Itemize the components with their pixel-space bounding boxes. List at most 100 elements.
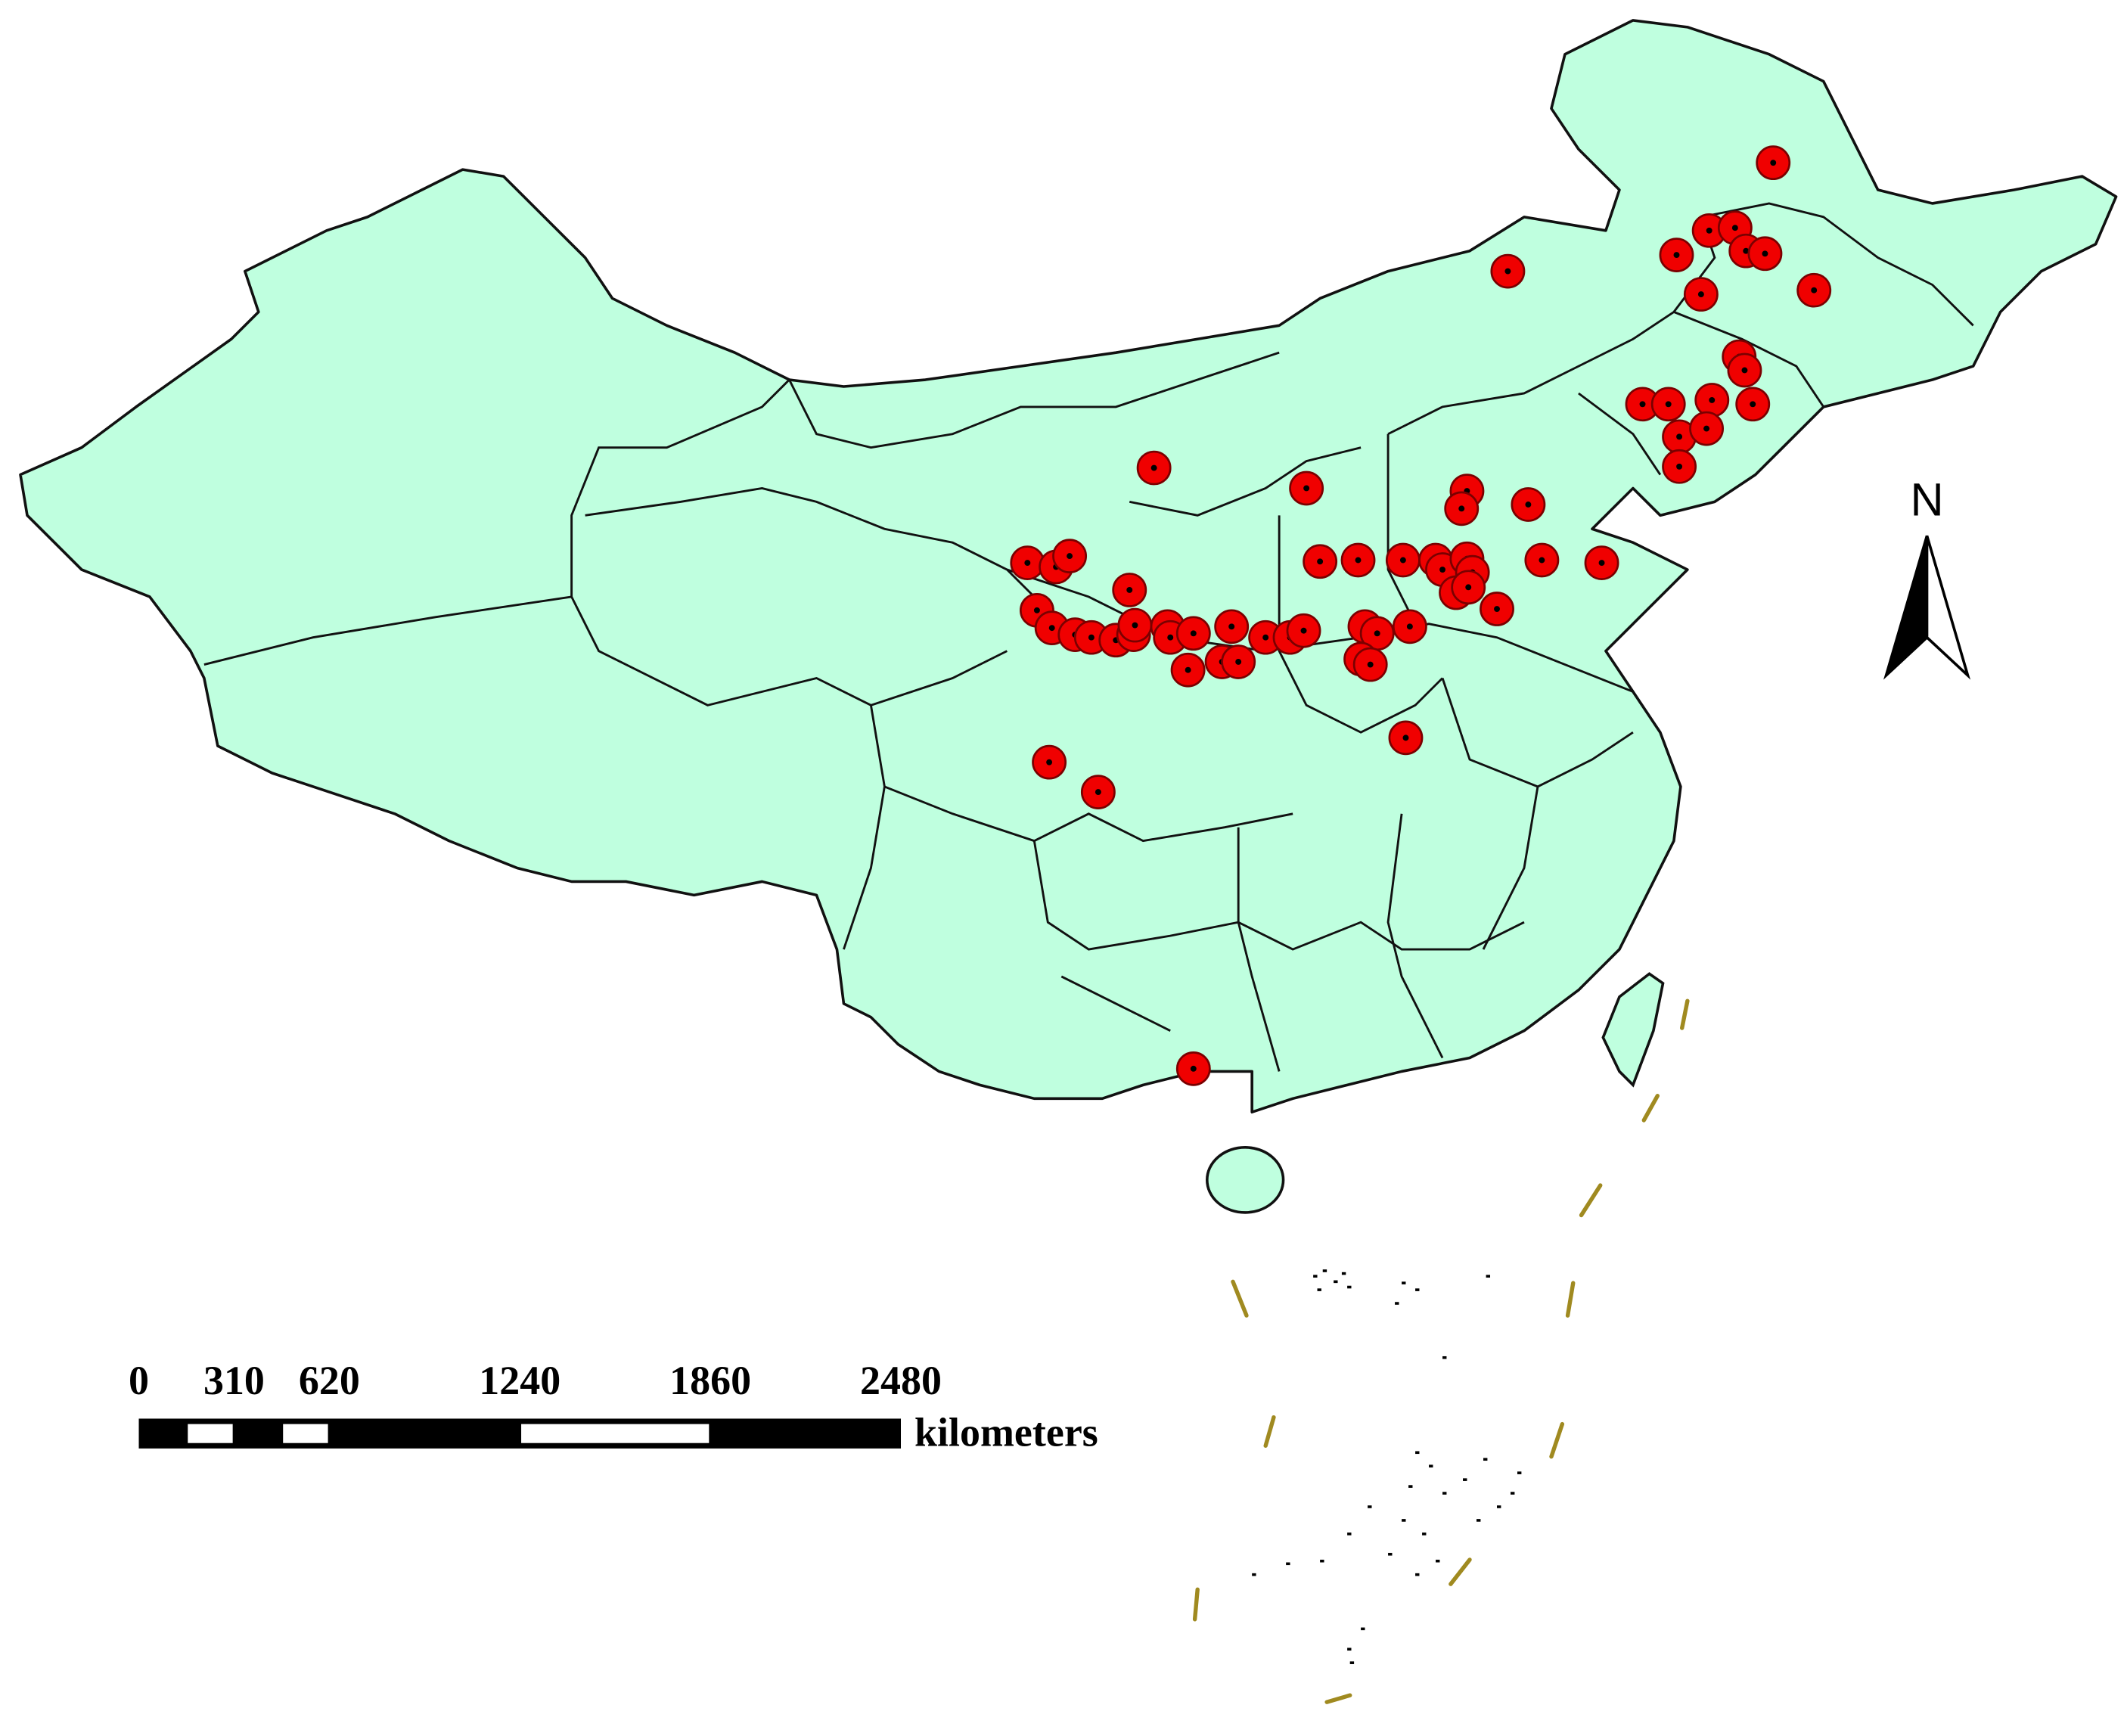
site-center xyxy=(1024,560,1031,567)
site-center xyxy=(1132,622,1138,629)
site-center xyxy=(1731,225,1738,231)
island xyxy=(1422,1533,1427,1536)
site-center xyxy=(1190,1065,1197,1072)
island xyxy=(1388,1552,1393,1556)
scale-bar: 0 310 620 1240 1860 2480 kilometers xyxy=(129,1358,1098,1455)
island xyxy=(1347,1285,1352,1289)
site-center xyxy=(1458,505,1465,512)
island xyxy=(1317,1288,1321,1291)
islands xyxy=(1252,1269,1522,1664)
site-center xyxy=(1743,247,1750,254)
site-center xyxy=(1262,634,1269,641)
island xyxy=(1442,1492,1447,1495)
island xyxy=(1429,1464,1433,1467)
hainan xyxy=(1206,1146,1285,1214)
island xyxy=(1402,1281,1406,1284)
island xyxy=(1442,1356,1447,1359)
scale-bar-segment xyxy=(283,1424,328,1443)
island xyxy=(1476,1519,1481,1522)
site-center xyxy=(1303,485,1310,492)
island xyxy=(1497,1505,1501,1508)
site-center xyxy=(1367,661,1374,668)
site-center xyxy=(1750,401,1756,408)
province-borders xyxy=(203,202,1974,1072)
island xyxy=(1322,1269,1327,1272)
site-center xyxy=(1126,586,1133,593)
site-center xyxy=(1465,584,1472,591)
site-center xyxy=(1185,666,1191,673)
site-center xyxy=(1539,557,1545,564)
site-center xyxy=(1439,567,1446,573)
north-label: N xyxy=(1910,474,1943,525)
island xyxy=(1408,1485,1413,1488)
site-center xyxy=(1406,623,1413,630)
site-center xyxy=(1811,287,1818,293)
scale-tick-label: 620 xyxy=(299,1358,360,1403)
site-center xyxy=(1300,627,1307,634)
scale-tick-label: 310 xyxy=(203,1358,265,1403)
site-center xyxy=(1374,630,1380,637)
site-center xyxy=(1494,606,1500,612)
island xyxy=(1313,1275,1318,1278)
island xyxy=(1395,1302,1399,1305)
scale-tick-label: 2480 xyxy=(860,1358,942,1403)
site-center xyxy=(1709,396,1716,403)
site-center xyxy=(1228,623,1235,630)
site-center xyxy=(1150,464,1157,471)
site-center xyxy=(1741,367,1748,374)
site-center xyxy=(1762,250,1768,257)
site-center xyxy=(1046,759,1053,766)
island xyxy=(1483,1458,1488,1461)
island xyxy=(1368,1505,1372,1508)
north-arrow: N xyxy=(1883,474,1971,680)
site-center xyxy=(1598,560,1605,567)
site-center xyxy=(1706,227,1712,234)
site-center xyxy=(1317,558,1324,565)
nine-dash-line xyxy=(1192,998,1690,1704)
sites xyxy=(1010,145,1832,1086)
site-center xyxy=(1665,401,1672,408)
site-center xyxy=(1525,502,1532,508)
scale-bar-body xyxy=(138,1418,902,1449)
site-center xyxy=(1402,734,1409,741)
site-center xyxy=(1676,463,1683,470)
site-center xyxy=(1190,630,1197,637)
island xyxy=(1415,1573,1420,1576)
site-center xyxy=(1673,252,1680,259)
island xyxy=(1402,1519,1406,1522)
island xyxy=(1436,1559,1440,1563)
site-center xyxy=(1399,557,1406,564)
island xyxy=(1334,1280,1338,1284)
island xyxy=(1347,1647,1352,1651)
scale-unit: kilometers xyxy=(914,1409,1098,1455)
island xyxy=(1361,1627,1365,1631)
scale-bar-segment xyxy=(521,1424,710,1443)
site-center xyxy=(1770,160,1777,166)
site-center xyxy=(1048,625,1055,632)
island xyxy=(1252,1573,1256,1576)
scale-bar-segment xyxy=(188,1424,233,1443)
taiwan xyxy=(1601,972,1665,1088)
island xyxy=(1511,1492,1515,1495)
scale-tick-label: 1240 xyxy=(479,1358,560,1403)
site-center xyxy=(1676,433,1683,440)
site-center xyxy=(1088,634,1095,641)
site-center xyxy=(1167,634,1174,641)
scale-tick-label: 0 xyxy=(129,1358,149,1403)
site-center xyxy=(1639,401,1646,408)
island xyxy=(1341,1272,1346,1275)
island xyxy=(1347,1533,1352,1536)
site-center xyxy=(1067,553,1073,560)
site-center xyxy=(1697,291,1704,298)
site-center xyxy=(1355,557,1362,564)
island xyxy=(1463,1478,1467,1481)
island xyxy=(1286,1562,1290,1566)
island xyxy=(1517,1471,1522,1474)
island xyxy=(1486,1275,1491,1278)
island xyxy=(1415,1288,1420,1291)
site-center xyxy=(1033,607,1040,613)
island xyxy=(1320,1559,1324,1563)
site-center xyxy=(1235,659,1242,665)
